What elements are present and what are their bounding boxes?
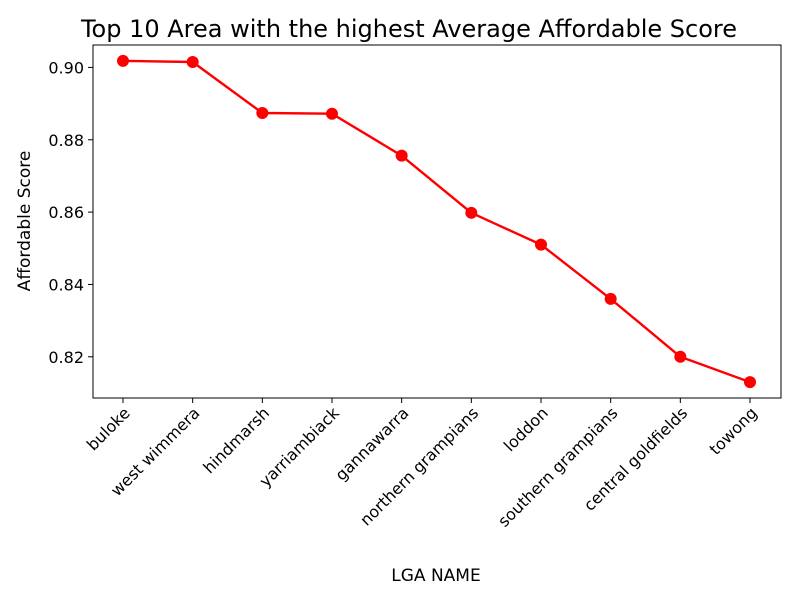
data-point — [744, 376, 756, 389]
data-point — [186, 55, 199, 68]
data-point — [535, 238, 547, 251]
y-axis-label: Affordable Score — [15, 151, 35, 292]
data-point — [674, 350, 687, 363]
y-tick-label: 0.84 — [48, 275, 84, 294]
data-point — [465, 206, 478, 219]
plot-frame — [92, 44, 782, 399]
x-axis-label: LGA NAME — [391, 566, 480, 586]
y-tick-label: 0.88 — [48, 131, 84, 150]
series-line — [122, 59, 751, 384]
data-point — [256, 106, 269, 119]
y-tick-label: 0.90 — [48, 58, 84, 77]
data-point — [326, 107, 338, 120]
data-point — [117, 54, 129, 67]
chart-title: Top 10 Area with the highest Average Aff… — [80, 15, 737, 43]
y-tick-label: 0.86 — [48, 203, 84, 222]
data-point — [395, 149, 408, 162]
data-point — [604, 292, 617, 305]
y-tick-label: 0.82 — [48, 348, 84, 367]
